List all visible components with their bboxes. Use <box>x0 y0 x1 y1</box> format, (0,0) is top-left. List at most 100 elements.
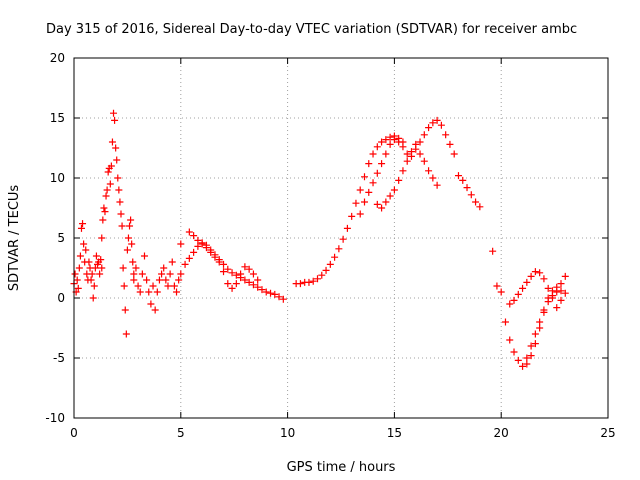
data-point <box>378 204 386 212</box>
data-point <box>241 276 249 284</box>
data-point <box>561 272 569 280</box>
y-tick-label: 20 <box>50 51 65 65</box>
y-tick-label: 0 <box>57 291 65 305</box>
data-point <box>395 138 403 146</box>
x-tick-label: 15 <box>387 426 402 440</box>
data-point <box>122 330 130 338</box>
data-point <box>399 167 407 175</box>
data-point <box>378 138 386 146</box>
data-point <box>129 258 137 266</box>
data-point <box>262 288 270 296</box>
data-point <box>102 192 110 200</box>
data-point <box>207 248 215 256</box>
data-point <box>463 184 471 192</box>
ticks-layer: 0 5 10 15 20 25 -10 -5 0 5 10 15 20 <box>45 51 615 440</box>
data-point <box>220 260 228 268</box>
data-point <box>113 156 121 164</box>
data-point <box>267 289 275 297</box>
y-tick-label: 5 <box>57 231 65 245</box>
data-point <box>523 354 531 362</box>
y-tick-label: -10 <box>45 411 65 425</box>
data-point <box>386 133 394 141</box>
data-point <box>416 150 424 158</box>
data-point <box>249 270 257 278</box>
data-point <box>153 288 161 296</box>
data-point <box>395 176 403 184</box>
data-point <box>98 234 106 242</box>
data-point <box>232 280 240 288</box>
data-point <box>232 271 240 279</box>
data-point <box>454 172 462 180</box>
data-point <box>536 324 544 332</box>
data-point <box>450 150 458 158</box>
data-point <box>420 157 428 165</box>
data-point <box>73 276 81 284</box>
data-point <box>416 138 424 146</box>
data-point <box>241 263 249 271</box>
data-point <box>403 150 411 158</box>
data-point <box>80 240 88 248</box>
data-point <box>557 280 565 288</box>
data-point <box>476 203 484 211</box>
data-point <box>506 300 514 308</box>
grid-layer <box>74 58 608 418</box>
data-point <box>275 293 283 301</box>
data-point <box>75 264 83 272</box>
x-tick-label: 20 <box>494 426 509 440</box>
data-point <box>322 266 330 274</box>
data-point <box>194 242 202 250</box>
data-point <box>77 224 85 232</box>
data-point <box>531 330 539 338</box>
data-point <box>97 256 105 264</box>
data-point <box>117 210 125 218</box>
x-axis-label: GPS time / hours <box>287 460 396 475</box>
data-point <box>185 254 193 262</box>
series-dip-arc-c <box>523 287 565 362</box>
data-point <box>89 294 97 302</box>
data-point <box>557 296 565 304</box>
data-point <box>514 290 522 298</box>
data-point <box>399 143 407 151</box>
data-point <box>510 348 518 356</box>
data-point <box>162 276 170 284</box>
data-point <box>107 162 115 170</box>
data-point <box>506 336 514 344</box>
data-point <box>356 186 364 194</box>
data-point <box>296 280 304 288</box>
data-point <box>369 150 377 158</box>
data-point <box>90 282 98 290</box>
data-point <box>71 270 79 278</box>
data-point <box>433 116 441 124</box>
y-axis-label: SDTVAR / TECUs <box>7 185 22 292</box>
data-point <box>194 236 202 244</box>
data-point <box>147 300 155 308</box>
data-point <box>88 270 96 278</box>
series-dip-arc-b <box>506 268 569 312</box>
data-point <box>130 276 138 284</box>
data-point <box>548 292 556 300</box>
series-decay-arc <box>177 239 287 303</box>
data-point <box>382 136 390 144</box>
series-decay-arc-b <box>185 228 262 292</box>
data-point <box>536 318 544 326</box>
data-point <box>173 288 181 296</box>
data-point <box>149 282 157 290</box>
data-point <box>390 136 398 144</box>
data-point <box>258 286 266 294</box>
data-point <box>425 167 433 175</box>
data-point <box>314 275 322 283</box>
data-point <box>76 252 84 260</box>
y-tick-label: -5 <box>53 351 65 365</box>
data-point <box>527 352 535 360</box>
data-point <box>343 224 351 232</box>
data-point <box>190 232 198 240</box>
data-point <box>544 284 552 292</box>
data-point <box>352 199 360 207</box>
data-point <box>378 160 386 168</box>
series-rise-arc-c <box>373 140 441 212</box>
data-point <box>390 186 398 194</box>
data-point <box>279 295 287 303</box>
data-point <box>249 281 257 289</box>
data-point <box>140 252 148 260</box>
